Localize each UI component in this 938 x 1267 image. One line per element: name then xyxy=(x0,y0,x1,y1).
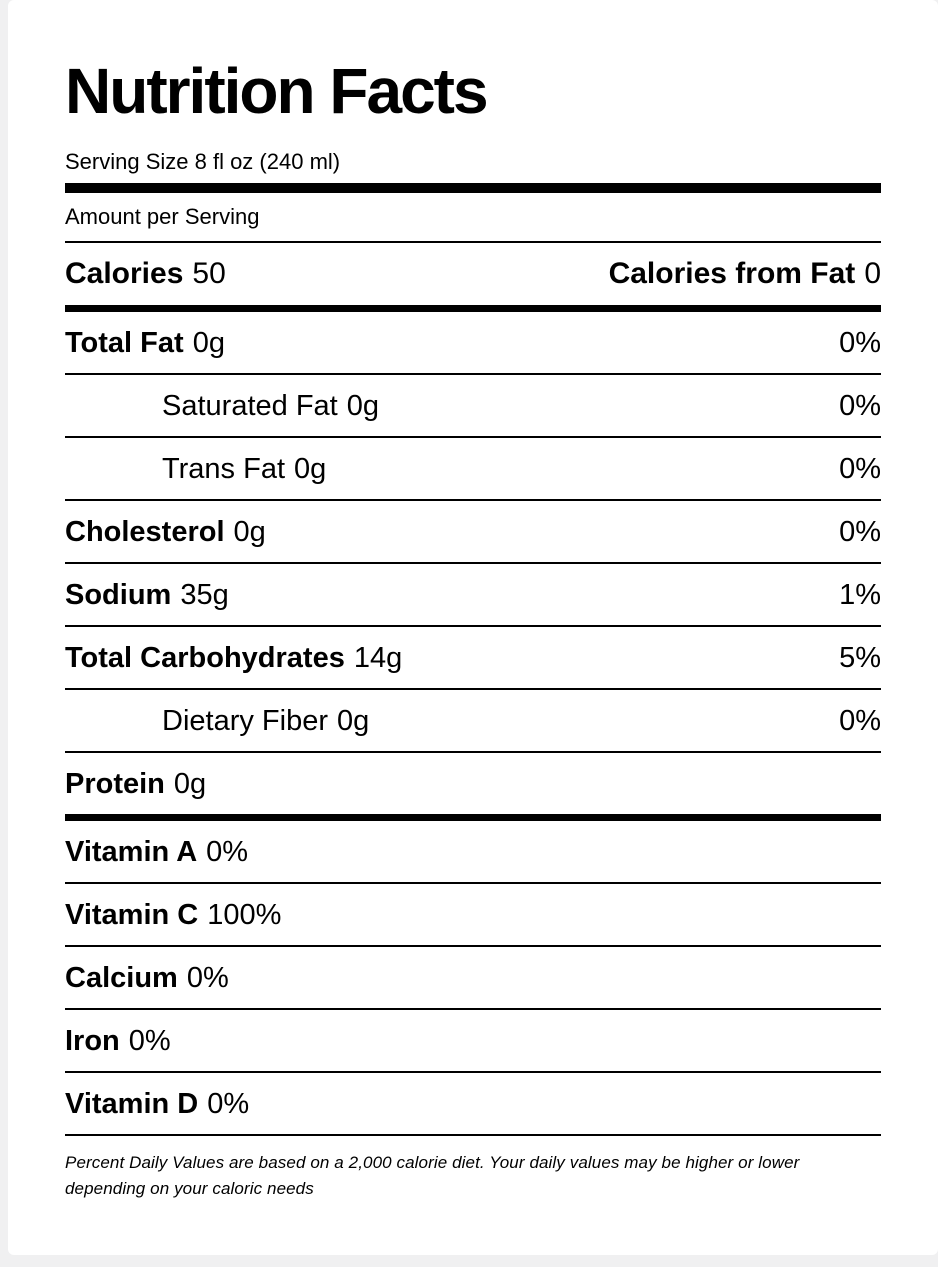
vitamin-value: 0% xyxy=(207,1088,250,1120)
calories-from-fat-value: 0 xyxy=(864,257,881,290)
nutrient-value: 14g xyxy=(353,642,403,674)
daily-value: 0% xyxy=(839,516,881,548)
label-title: Nutrition Facts xyxy=(65,55,489,127)
vitamin-row-calcium: Calcium 0% xyxy=(65,947,881,1008)
row-divider xyxy=(65,625,881,627)
thick-divider-top xyxy=(65,183,881,193)
row-divider xyxy=(65,945,881,947)
row-divider xyxy=(65,499,881,501)
row-divider xyxy=(65,241,881,243)
daily-value: 1% xyxy=(839,579,881,611)
calories-row: Calories 50 Calories from Fat 0 xyxy=(65,243,881,305)
vitamin-row-iron: Iron 0% xyxy=(65,1010,881,1071)
nutrient-value: 0g xyxy=(233,516,266,548)
thick-divider-vitamins xyxy=(65,814,881,821)
nutrient-row-total-fat: Total Fat 0g 0% xyxy=(65,312,881,373)
row-divider xyxy=(65,1008,881,1010)
row-divider xyxy=(65,688,881,690)
nutrient-row-cholesterol: Cholesterol 0g 0% xyxy=(65,501,881,562)
nutrient-label: Cholesterol xyxy=(65,516,225,548)
vitamin-row-vitamin-c: Vitamin C 100% xyxy=(65,884,881,945)
calories-from-fat-label: Calories from Fat xyxy=(608,257,856,290)
serving-size: Serving Size 8 fl oz (240 ml) xyxy=(65,149,341,174)
medium-divider-calories xyxy=(65,305,881,312)
nutrient-value: 0g xyxy=(346,390,379,422)
row-divider xyxy=(65,882,881,884)
row-divider xyxy=(65,1134,881,1136)
nutrient-row-trans-fat: Trans Fat 0g 0% xyxy=(65,438,881,499)
vitamin-label: Iron xyxy=(65,1025,120,1057)
vitamin-value: 0% xyxy=(186,962,229,994)
nutrient-row-total-carbohydrates: Total Carbohydrates 14g 5% xyxy=(65,627,881,688)
vitamin-row-vitamin-d: Vitamin D 0% xyxy=(65,1073,881,1134)
daily-value: 0% xyxy=(839,327,881,359)
nutrient-row-saturated-fat: Saturated Fat 0g 0% xyxy=(65,375,881,436)
vitamin-value: 0% xyxy=(206,836,249,868)
calories-value: 50 xyxy=(192,257,226,290)
nutrition-facts-label: Nutrition Facts Serving Size 8 fl oz (24… xyxy=(8,0,938,1255)
vitamin-label: Calcium xyxy=(65,962,178,994)
nutrient-value: 0g xyxy=(337,705,370,737)
vitamin-value: 0% xyxy=(128,1025,171,1057)
vitamin-value: 100% xyxy=(207,899,282,931)
calories: Calories 50 xyxy=(65,257,226,291)
calories-label: Calories xyxy=(65,257,184,290)
vitamin-label: Vitamin C xyxy=(65,899,199,931)
amount-per-serving: Amount per Serving xyxy=(65,204,260,229)
daily-value: 0% xyxy=(839,390,881,422)
nutrient-row-sodium: Sodium 35g 1% xyxy=(65,564,881,625)
daily-value: 0% xyxy=(839,705,881,737)
nutrient-value: 35g xyxy=(180,579,229,611)
vitamin-label: Vitamin D xyxy=(65,1088,199,1120)
nutrient-label: Saturated Fat xyxy=(162,390,338,422)
row-divider xyxy=(65,751,881,753)
vitamin-label: Vitamin A xyxy=(65,836,198,868)
daily-values-footnote: Percent Daily Values are based on a 2,00… xyxy=(65,1153,800,1198)
row-divider xyxy=(65,1071,881,1073)
row-divider xyxy=(65,373,881,375)
nutrient-label: Trans Fat xyxy=(162,453,286,485)
nutrient-row-dietary-fiber: Dietary Fiber 0g 0% xyxy=(65,690,881,751)
daily-value: 0% xyxy=(839,453,881,485)
daily-value: 5% xyxy=(839,642,881,674)
row-divider xyxy=(65,436,881,438)
vitamin-row-vitamin-a: Vitamin A 0% xyxy=(65,821,881,882)
nutrient-label: Total Carbohydrates xyxy=(65,642,345,674)
nutrient-value: 0g xyxy=(294,453,327,485)
nutrient-value: 0g xyxy=(173,768,207,800)
calories-from-fat: Calories from Fat 0 xyxy=(609,257,881,291)
nutrient-row-protein: Protein 0g xyxy=(65,753,881,814)
nutrient-label: Sodium xyxy=(65,579,172,611)
nutrient-label: Dietary Fiber xyxy=(162,705,328,737)
nutrient-value: 0g xyxy=(192,327,225,359)
nutrient-label: Protein xyxy=(65,768,165,800)
nutrient-label: Total Fat xyxy=(65,327,184,359)
row-divider xyxy=(65,562,881,564)
